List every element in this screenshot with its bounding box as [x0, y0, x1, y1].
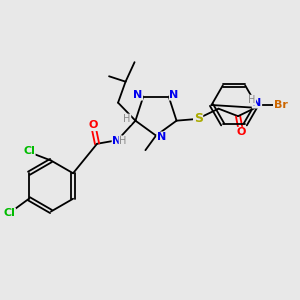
- Text: H: H: [123, 114, 131, 124]
- Text: O: O: [88, 121, 98, 130]
- Text: Br: Br: [274, 100, 287, 110]
- Text: S: S: [194, 112, 202, 125]
- Text: N: N: [133, 90, 142, 100]
- Text: H: H: [248, 95, 256, 105]
- Text: Cl: Cl: [23, 146, 35, 156]
- Text: O: O: [236, 128, 246, 137]
- Text: H: H: [119, 136, 127, 146]
- Text: N: N: [252, 98, 262, 108]
- Text: N: N: [169, 90, 179, 100]
- Text: Cl: Cl: [4, 208, 15, 218]
- Text: N: N: [157, 132, 166, 142]
- Text: N: N: [112, 136, 122, 146]
